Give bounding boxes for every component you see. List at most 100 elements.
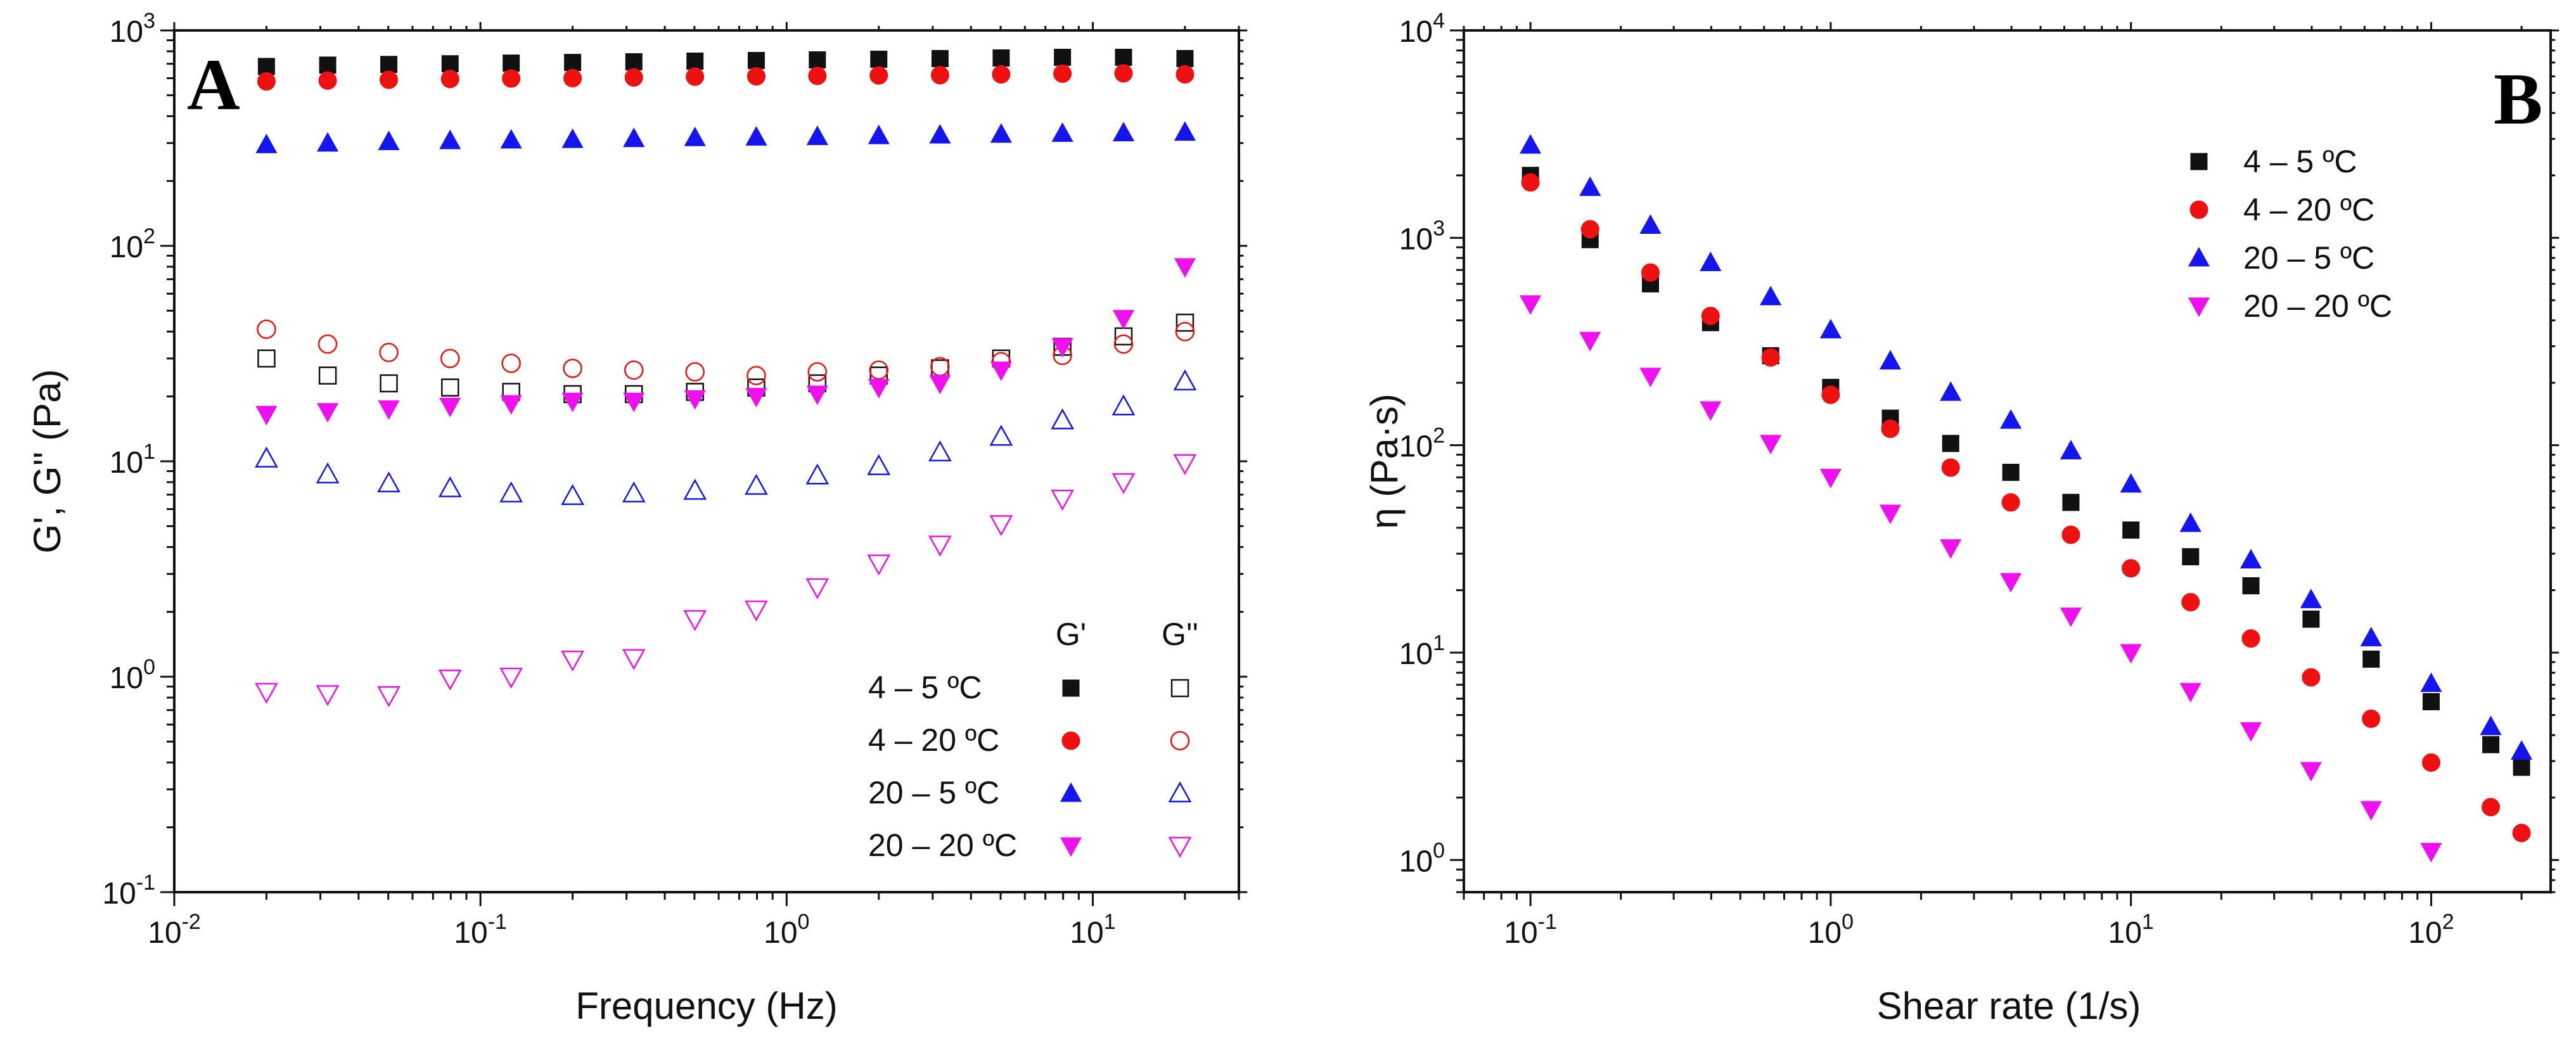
data-point (1114, 64, 1133, 83)
x-tick-exponent: 0 (1842, 910, 1854, 934)
data-point (623, 127, 645, 148)
data-point (747, 67, 766, 86)
x-tick-label: 101 (1070, 910, 1115, 950)
data-point (563, 68, 582, 87)
data-point (2362, 709, 2381, 728)
y-tick-base: 10 (102, 877, 136, 911)
data-point (1054, 48, 1072, 66)
data-point (1639, 214, 1662, 234)
data-point (2179, 512, 2201, 532)
y-tick-label: 100 (110, 655, 155, 695)
y-tick-base: 10 (110, 231, 143, 264)
data-point (440, 70, 459, 89)
data-point (929, 124, 951, 144)
data-point (2362, 650, 2380, 668)
panel-b-label: B (2494, 59, 2542, 140)
data-point (1821, 385, 1840, 404)
data-point (809, 51, 826, 68)
y-tick-exponent: 0 (143, 655, 155, 679)
data-point (622, 649, 646, 670)
data-point (1175, 322, 1195, 342)
x-tick-label: 100 (1808, 910, 1854, 950)
data-point (2000, 409, 2022, 429)
data-point (989, 425, 1013, 446)
data-point (1579, 176, 1601, 196)
legend-label-4-20: 4 – 20 ºC (868, 722, 999, 758)
data-point (1760, 435, 1782, 455)
data-point (1053, 64, 1072, 83)
data-point (807, 362, 828, 382)
legend-marker (2188, 297, 2210, 317)
series-7-loss (255, 454, 1197, 708)
data-point (1940, 381, 1962, 401)
data-point (928, 535, 952, 557)
legend-marker-g-prime (1061, 731, 1080, 750)
data-point (867, 554, 891, 576)
data-point (1051, 489, 1074, 511)
data-point (805, 578, 830, 599)
x-tick-label: 10-1 (454, 910, 507, 950)
panel-b-x-axis-title: Shear rate (1/s) (1877, 985, 2141, 1027)
data-point (380, 56, 398, 74)
data-point (318, 366, 337, 385)
panel-b-data-points (1520, 134, 2533, 863)
data-point (1173, 454, 1197, 475)
data-point (255, 682, 278, 704)
data-point (1879, 504, 1902, 525)
y-tick-base: 10 (1399, 15, 1433, 49)
data-point (316, 685, 340, 707)
series-2-storage (257, 64, 1195, 91)
data-point (1112, 122, 1135, 141)
data-point (2421, 753, 2440, 772)
data-point (316, 132, 339, 152)
data-point (1112, 310, 1135, 329)
data-point (2482, 798, 2501, 817)
y-tick-exponent: 3 (143, 9, 155, 33)
data-point (868, 124, 890, 144)
data-point (2002, 463, 2020, 481)
data-point (2122, 521, 2140, 539)
series-0-viscosity (1522, 167, 2530, 776)
legend-marker (2189, 200, 2208, 219)
data-point (2302, 668, 2321, 687)
data-point (745, 125, 767, 146)
data-point (378, 131, 400, 150)
x-tick-label: 10-1 (1504, 910, 1557, 950)
data-point (805, 463, 830, 485)
y-tick-exponent: 1 (143, 440, 155, 464)
data-point (1112, 394, 1136, 416)
legend-b-label-4-20: 4 – 20 ºC (2243, 192, 2374, 227)
y-tick-label: 103 (110, 9, 155, 49)
y-tick-exponent: 4 (1433, 9, 1445, 33)
data-point (380, 374, 398, 393)
data-point (377, 686, 400, 708)
data-point (1176, 65, 1195, 84)
data-point (1173, 369, 1197, 391)
data-point (255, 446, 278, 468)
data-point (1112, 473, 1136, 494)
data-point (869, 66, 888, 85)
data-point (1113, 334, 1134, 354)
y-tick-exponent: -1 (136, 871, 155, 895)
data-point (561, 392, 584, 412)
panel-a-legend-markers (1060, 679, 1192, 858)
y-tick-base: 10 (110, 662, 143, 695)
panel-b-plot-frame (1463, 29, 2552, 893)
data-point (1520, 295, 1542, 315)
data-point (1521, 173, 1540, 192)
y-tick-base: 10 (1399, 222, 1433, 256)
data-point (439, 397, 461, 418)
data-point (501, 354, 521, 373)
y-tick-exponent: 2 (143, 224, 155, 248)
data-point (255, 406, 278, 426)
data-point (930, 66, 949, 85)
data-point (1115, 48, 1132, 66)
legend-marker-g-prime (1062, 679, 1080, 697)
data-point (686, 67, 705, 86)
data-point (747, 366, 766, 385)
data-point (1174, 258, 1196, 278)
data-point (1700, 401, 1722, 421)
data-point (808, 67, 827, 86)
legend-marker-g-prime (1060, 837, 1082, 857)
